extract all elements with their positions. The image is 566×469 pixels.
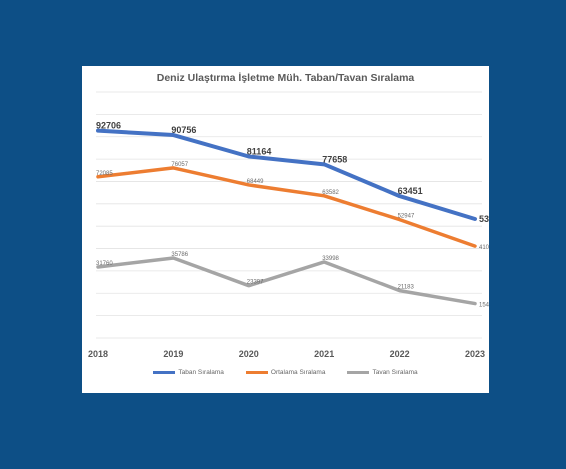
data-label: 33998 xyxy=(322,256,339,262)
data-label: 92706 xyxy=(96,121,121,131)
data-label: 52947 xyxy=(398,214,415,220)
data-label: 81164 xyxy=(247,146,272,156)
data-label: 35786 xyxy=(171,252,188,258)
line-chart: 2018 2019 2020 2021 2022 2023 92706 90756 81164 7… xyxy=(88,91,489,359)
legend-swatch xyxy=(153,371,176,374)
legend-item: Ortalama Sıralama xyxy=(245,369,326,376)
legend-swatch xyxy=(347,371,370,374)
x-tick-label: 2022 xyxy=(390,349,410,359)
data-label: 68449 xyxy=(247,179,264,185)
x-tick-label: 2023 xyxy=(465,349,485,359)
legend-label: Tavan Sıralama xyxy=(372,369,418,376)
x-tick-label: 2020 xyxy=(239,349,259,359)
chart-panel: Deniz Ulaştırma İşletme Müh. Taban/Tavan… xyxy=(82,66,489,393)
data-label: 76057 xyxy=(171,162,188,168)
data-label: 31760 xyxy=(96,261,113,267)
data-label: 90756 xyxy=(171,125,196,135)
series-line xyxy=(96,128,477,221)
data-label: 63451 xyxy=(398,186,423,196)
series-line xyxy=(96,256,477,306)
data-label: 77658 xyxy=(322,154,347,164)
x-tick-label: 2019 xyxy=(163,349,183,359)
chart-title: Deniz Ulaştırma İşletme Müh. Taban/Tavan… xyxy=(156,72,415,84)
data-label: 63582 xyxy=(322,190,339,196)
data-label: 21183 xyxy=(398,285,415,291)
x-tick-label: 2021 xyxy=(314,349,334,359)
data-label: 15402 xyxy=(479,303,489,309)
series-line xyxy=(96,166,477,248)
legend-item: Tavan Sıralama xyxy=(347,369,418,376)
data-label: 23397 xyxy=(247,280,264,286)
data-label: 41091 xyxy=(479,245,489,251)
legend-label: Taban Sıralama xyxy=(178,369,224,376)
legend-swatch xyxy=(245,371,268,374)
legend-label: Ortalama Sıralama xyxy=(270,369,326,376)
chart-legend: Taban Sıralama Ortalama Sıralama Tavan Sır… xyxy=(82,369,489,376)
data-label: 53217 xyxy=(479,214,489,224)
data-label: 72085 xyxy=(96,171,113,177)
x-tick-label: 2018 xyxy=(88,349,108,359)
legend-item: Taban Sıralama xyxy=(153,369,224,376)
